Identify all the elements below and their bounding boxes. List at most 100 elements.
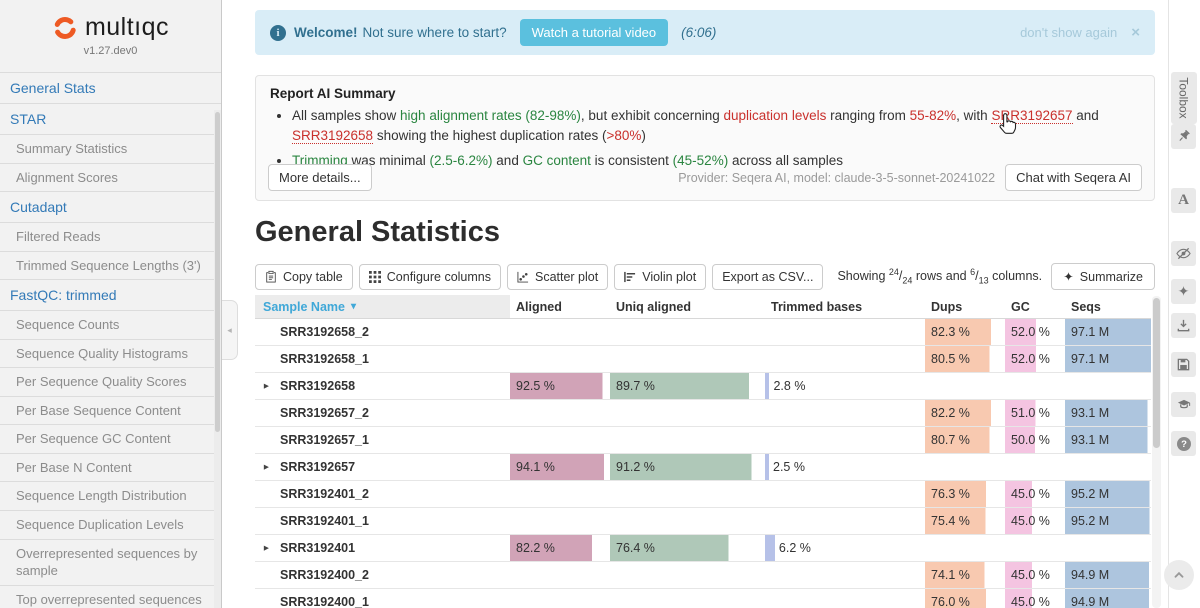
welcome-title: Welcome! bbox=[294, 25, 358, 40]
sidebar-item-filtered-reads[interactable]: Filtered Reads bbox=[0, 223, 221, 252]
dups-cell: 82.3 % bbox=[925, 319, 1005, 345]
uniq-aligned-cell bbox=[610, 508, 765, 534]
more-details-button[interactable]: More details... bbox=[268, 164, 372, 191]
expand-caret-icon[interactable]: ▸ bbox=[264, 461, 269, 472]
multiqc-logo[interactable]: multıqc bbox=[0, 0, 221, 42]
sidebar-item-cutadapt[interactable]: Cutadapt bbox=[0, 192, 221, 224]
column-header-seqs[interactable]: Seqs bbox=[1071, 299, 1101, 314]
trimmed-bases-cell bbox=[765, 319, 925, 345]
column-header-trimmed-bases[interactable]: Trimmed bases bbox=[771, 299, 863, 314]
sample-name-cell[interactable]: ▸ SRR3192658 bbox=[264, 379, 356, 393]
sidebar-scrollbar[interactable] bbox=[214, 110, 221, 608]
ai-summary-list: All samples show high alignment rates (8… bbox=[270, 106, 1140, 171]
export-csv-button[interactable]: Export as CSV... bbox=[712, 263, 824, 290]
scatter-icon bbox=[517, 271, 529, 283]
configure-columns-button[interactable]: Configure columns bbox=[358, 263, 501, 290]
sidebar-item-alignment-scores[interactable]: Alignment Scores bbox=[0, 164, 221, 193]
uniq-aligned-cell bbox=[610, 481, 765, 507]
aligned-cell bbox=[510, 427, 610, 453]
dont-show-again-link[interactable]: don't show again bbox=[1020, 25, 1118, 40]
sidebar-item-trimmed-sequence-lengths-3[interactable]: Trimmed Sequence Lengths (3') bbox=[0, 252, 221, 281]
save-icon[interactable] bbox=[1171, 352, 1196, 377]
table-scrollbar[interactable] bbox=[1152, 296, 1161, 608]
sample-link[interactable]: SRR3192658 bbox=[292, 128, 374, 145]
toolbox-rail: Toolbox A ✦ bbox=[1168, 0, 1200, 608]
scatter-plot-button[interactable]: Scatter plot bbox=[506, 263, 609, 290]
grid-icon bbox=[368, 270, 381, 283]
sample-name-cell[interactable]: SRR3192401_1 bbox=[280, 514, 369, 528]
column-header-dups[interactable]: Dups bbox=[931, 299, 963, 314]
summarize-button[interactable]: ✦ Summarize bbox=[1051, 263, 1155, 290]
sidebar-item-general-stats[interactable]: General Stats bbox=[0, 73, 221, 104]
sidebar-item-per-base-sequence-content[interactable]: Per Base Sequence Content bbox=[0, 397, 221, 426]
sidebar-item-sequence-quality-histograms[interactable]: Sequence Quality Histograms bbox=[0, 340, 221, 369]
violin-icon bbox=[624, 271, 636, 282]
ai-sparkle-icon[interactable]: ✦ bbox=[1171, 279, 1196, 304]
sidebar-collapse-handle[interactable]: ◂ bbox=[222, 300, 238, 360]
aligned-cell: 94.1 % bbox=[510, 454, 610, 480]
version-label: v1.27.dev0 bbox=[83, 45, 138, 57]
copy-table-button[interactable]: Copy table bbox=[255, 263, 353, 290]
expand-caret-icon[interactable]: ▸ bbox=[264, 380, 269, 391]
sidebar-item-sequence-counts[interactable]: Sequence Counts bbox=[0, 311, 221, 340]
sample-name-cell[interactable]: SRR3192400_2 bbox=[280, 568, 369, 582]
uniq-aligned-cell bbox=[610, 427, 765, 453]
tutorial-icon[interactable] bbox=[1171, 392, 1196, 417]
violin-plot-button[interactable]: Violin plot bbox=[614, 263, 707, 290]
welcome-banner: i Welcome! Not sure where to start? Watc… bbox=[255, 10, 1155, 55]
seqs-cell: 95.2 M bbox=[1065, 508, 1151, 534]
gc-cell: 50.0 % bbox=[1005, 427, 1065, 453]
sidebar-item-summary-statistics[interactable]: Summary Statistics bbox=[0, 135, 221, 164]
table-header-row: Sample Name ▾ Aligned Uniq aligned Trimmed b… bbox=[255, 295, 1151, 319]
help-icon[interactable]: ? bbox=[1171, 431, 1196, 456]
sidebar-item-per-sequence-quality-scores[interactable]: Per Sequence Quality Scores bbox=[0, 368, 221, 397]
table-row: SRR3192658_1 80.5 % 52.0 % 97.1 M bbox=[255, 346, 1151, 373]
download-icon[interactable] bbox=[1171, 313, 1196, 338]
sample-name-cell[interactable]: SRR3192657_1 bbox=[280, 433, 369, 447]
table-row: ▸ SRR3192658 92.5 % 89.7 % 2.8 % bbox=[255, 373, 1151, 400]
watch-tutorial-button[interactable]: Watch a tutorial video bbox=[519, 19, 669, 46]
pin-icon[interactable] bbox=[1171, 124, 1196, 149]
column-header-sample-name[interactable]: Sample Name ▾ bbox=[255, 295, 510, 318]
column-header-gc[interactable]: GC bbox=[1011, 299, 1030, 314]
gc-cell: 45.0 % bbox=[1005, 589, 1065, 608]
info-icon: i bbox=[270, 24, 286, 41]
hide-samples-icon[interactable] bbox=[1171, 241, 1196, 266]
uniq-aligned-cell: 76.4 % bbox=[610, 535, 765, 561]
toolbox-tab[interactable]: Toolbox bbox=[1171, 72, 1197, 124]
sample-name-cell[interactable]: SRR3192400_1 bbox=[280, 595, 369, 608]
seqs-cell bbox=[1065, 535, 1151, 561]
gc-cell: 45.0 % bbox=[1005, 481, 1065, 507]
sidebar-item-sequence-length-distribution[interactable]: Sequence Length Distribution bbox=[0, 482, 221, 512]
svg-text:?: ? bbox=[1181, 439, 1187, 450]
banner-close-icon[interactable]: × bbox=[1131, 24, 1140, 41]
text-highlight-icon[interactable]: A bbox=[1171, 188, 1196, 213]
table-row: SRR3192657_2 82.2 % 51.0 % 93.1 M bbox=[255, 400, 1151, 427]
column-header-aligned[interactable]: Aligned bbox=[516, 299, 562, 314]
sidebar: multıqc v1.27.dev0 General Stats STAR Summ… bbox=[0, 0, 222, 608]
expand-caret-icon[interactable]: ▸ bbox=[264, 542, 269, 553]
sample-name-cell[interactable]: ▸ SRR3192657 bbox=[264, 460, 356, 474]
column-header-uniq-aligned[interactable]: Uniq aligned bbox=[616, 299, 691, 314]
sidebar-item-per-base-n-content[interactable]: Per Base N Content bbox=[0, 454, 221, 483]
sample-name-cell[interactable]: SRR3192401_2 bbox=[280, 487, 369, 501]
uniq-aligned-cell: 91.2 % bbox=[610, 454, 765, 480]
sample-name-cell[interactable]: SRR3192658_2 bbox=[280, 325, 369, 339]
sample-name-cell[interactable]: ▸ SRR3192401 bbox=[264, 541, 356, 555]
sample-name-cell[interactable]: SRR3192658_1 bbox=[280, 352, 369, 366]
sidebar-item-per-sequence-gc-content[interactable]: Per Sequence GC Content bbox=[0, 425, 221, 454]
dups-cell: 80.7 % bbox=[925, 427, 1005, 453]
sidebar-item-sequence-duplication-levels[interactable]: Sequence Duplication Levels bbox=[0, 511, 221, 540]
chat-with-seqera-button[interactable]: Chat with Seqera AI bbox=[1005, 164, 1142, 191]
table-row: ▸ SRR3192401 82.2 % 76.4 % 6.2 % bbox=[255, 535, 1151, 562]
sidebar-item-fastqc-trimmed[interactable]: FastQC: trimmed bbox=[0, 280, 221, 312]
sample-name-cell[interactable]: SRR3192657_2 bbox=[280, 406, 369, 420]
sidebar-item-star[interactable]: STAR bbox=[0, 104, 221, 135]
uniq-aligned-cell bbox=[610, 589, 765, 608]
sidebar-item-top-overrepresented-sequences[interactable]: Top overrepresented sequences bbox=[0, 586, 221, 608]
dups-cell: 80.5 % bbox=[925, 346, 1005, 372]
sidebar-item-overrepresented-sequences-by-sample[interactable]: Overrepresented sequences by sample bbox=[0, 540, 221, 586]
sparkle-icon: ✦ bbox=[1063, 270, 1074, 284]
scroll-to-top-button[interactable] bbox=[1164, 560, 1194, 590]
sample-link[interactable]: SRR3192657 bbox=[991, 108, 1073, 124]
